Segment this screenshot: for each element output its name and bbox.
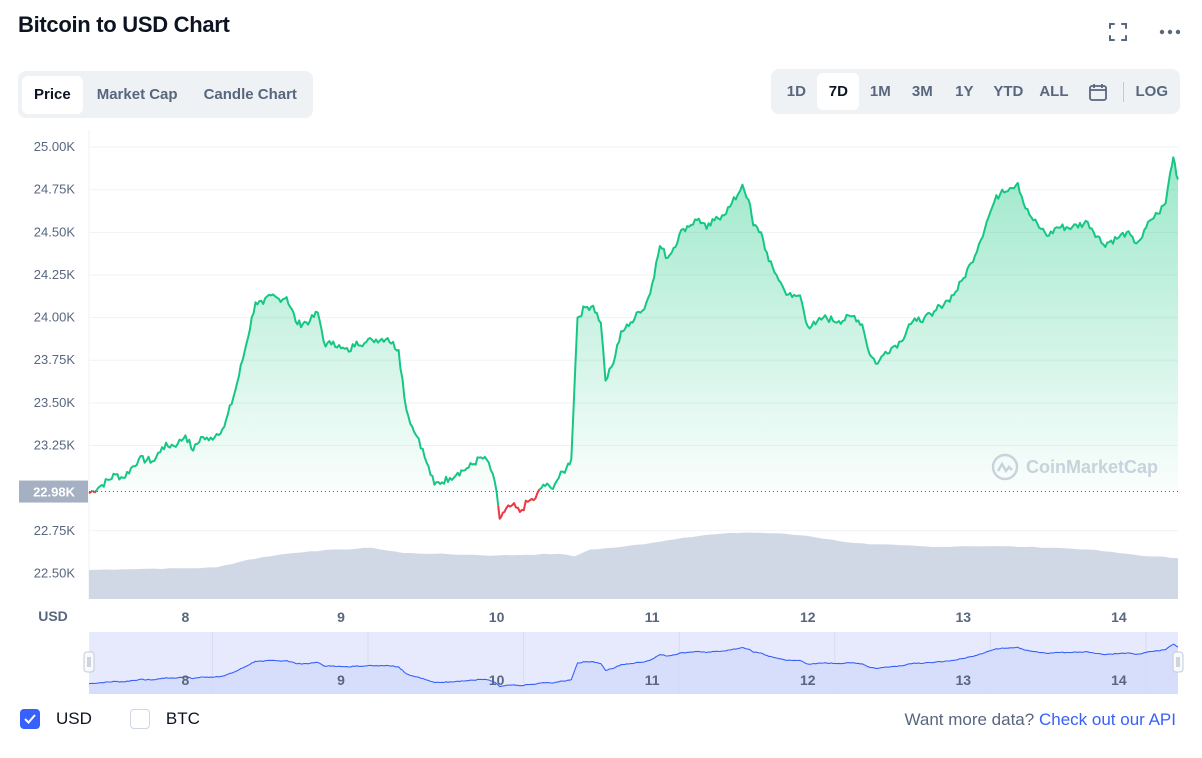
x-tick-label: 11 [645,609,660,625]
volume-area [89,532,1178,599]
page-title: Bitcoin to USD Chart [18,12,230,37]
range-all[interactable]: ALL [1039,83,1069,100]
x-tick-label: 13 [956,609,972,625]
tab-candle-chart[interactable]: Candle Chart [203,86,297,103]
coinmarketcap-watermark: CoinMarketCap [990,452,1158,482]
navigator-tick-label: 13 [956,672,972,688]
reference-label-box [19,480,88,503]
range-1d[interactable]: 1D [786,83,806,100]
calendar-icon[interactable] [1077,73,1119,110]
navigator-handle-left[interactable] [83,651,95,673]
range-divider [1122,81,1124,102]
x-tick-label: 8 [182,609,190,625]
price-line-down [93,490,98,494]
reference-label: 22.98K [33,485,76,500]
navigator-area [89,644,1178,694]
y-tick-label: 23.25K [34,438,76,453]
price-line-up [95,293,500,506]
chart-type-tabs: Price Market Cap Candle Chart [18,71,313,118]
navigator-tick-label: 9 [337,672,345,688]
coinmarketcap-logo-icon [991,453,1019,481]
y-tick-label: 22.50K [34,565,76,580]
range-ytd[interactable]: YTD [993,83,1024,100]
tab-market-cap[interactable]: Market Cap [96,86,178,103]
y-tick-label: 24.75K [34,182,76,197]
currency-axis-label: USD [38,608,68,624]
x-tick-label: 12 [800,609,816,625]
btc-checkbox[interactable] [129,709,150,729]
range-1m[interactable]: 1M [869,83,891,100]
tab-price[interactable]: Price [22,75,83,114]
y-tick-label: 23.50K [34,395,76,410]
legend-usd[interactable]: USD [20,709,92,729]
fullscreen-icon[interactable] [1106,20,1130,44]
y-tick-label: 24.25K [34,267,76,282]
price-chart: 22.98K 25.00K 24.75K 24.50K 24.25K 24.00K 23.… [19,130,1184,694]
navigator-tick-label: 8 [182,672,190,688]
navigator-handle-right[interactable] [1172,651,1184,673]
usd-checkbox[interactable] [20,709,40,729]
price-area [89,157,1178,492]
api-link[interactable]: Check out our API [1038,710,1176,729]
navigator-line [88,643,1179,688]
range-7d[interactable]: 7D [817,73,860,110]
navigator-tick-label: 14 [1111,672,1127,688]
x-tick-label: 14 [1111,609,1127,625]
watermark-text: CoinMarketCap [1026,456,1159,477]
range-3m[interactable]: 3M [911,83,933,100]
navigator-tick-label: 10 [489,672,505,688]
time-range-selector: 1D 7D 1M 3M 1Y YTD ALL LOG [771,69,1180,114]
price-line-down [497,488,541,520]
more-data-note: Want more data? Check out our API [904,710,1176,730]
legend-btc-label: BTC [165,709,200,728]
log-toggle[interactable]: LOG [1135,83,1169,100]
legend-btc[interactable]: BTC [129,709,200,729]
more-icon[interactable] [1158,20,1182,44]
legend-usd-label: USD [56,709,92,728]
navigator-tick-label: 12 [800,672,816,688]
price-line-up [538,156,1179,491]
navigator-tick-label: 11 [645,672,660,688]
more-data-text: Want more data? [904,710,1035,729]
range-1y[interactable]: 1Y [955,83,974,100]
y-tick-label: 24.50K [34,224,76,239]
y-tick-label: 25.00K [34,139,76,154]
x-tick-label: 10 [489,609,505,625]
y-tick-label: 23.75K [34,352,76,367]
y-tick-label: 22.75K [34,523,76,538]
x-tick-label: 9 [337,609,345,625]
y-tick-label: 24.00K [34,310,76,325]
